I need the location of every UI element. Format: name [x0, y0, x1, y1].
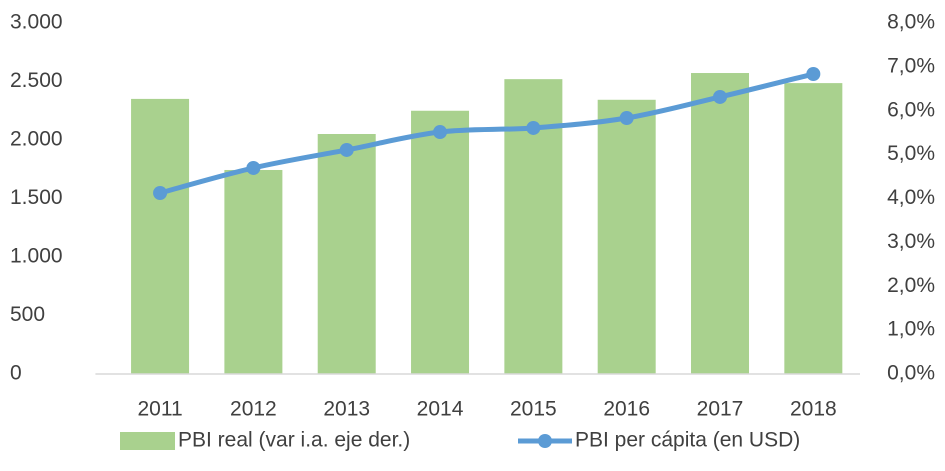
- y-tick-label: 1.500: [10, 186, 63, 209]
- line-marker: [619, 111, 634, 126]
- line-marker: [806, 67, 821, 82]
- bar: [317, 134, 376, 374]
- y2-tick-label: 7,0%: [887, 54, 935, 77]
- x-tick-label: 2013: [323, 398, 370, 421]
- bar: [224, 169, 283, 374]
- y-tick-label: 1.000: [10, 245, 63, 268]
- line: [159, 71, 814, 196]
- y2-tick-label: 3,0%: [887, 230, 935, 253]
- bar: [784, 83, 843, 374]
- line-marker: [713, 89, 728, 104]
- legend-swatch: [538, 434, 552, 448]
- x-tick-label: 2018: [790, 398, 837, 421]
- bar: [131, 98, 190, 374]
- y2-tick-label: 5,0%: [887, 142, 935, 165]
- legend-label: PBI per cápita (en USD): [575, 429, 800, 452]
- y2-tick-label: 1,0%: [887, 318, 935, 341]
- y-tick-label: 500: [10, 303, 45, 326]
- line-marker: [433, 125, 448, 140]
- x-tick-label: 2012: [230, 398, 277, 421]
- line-marker: [339, 142, 354, 157]
- x-tick-label: 2011: [137, 398, 182, 421]
- y2-tick-label: 2,0%: [887, 274, 935, 297]
- y2-tick-label: 6,0%: [887, 98, 935, 121]
- x-tick-label: 2016: [603, 398, 650, 421]
- bar: [597, 99, 656, 374]
- x-tick-label: 2015: [510, 398, 557, 421]
- line-marker: [526, 120, 541, 135]
- bar: [411, 110, 470, 374]
- y-tick-label: 0: [10, 362, 22, 385]
- y-tick-label: 2.000: [10, 128, 63, 151]
- y2-tick-label: 0,0%: [887, 362, 935, 385]
- legend-swatch: [120, 432, 175, 450]
- bar: [691, 73, 750, 374]
- line-marker: [153, 186, 168, 201]
- y-tick-label: 2.500: [10, 69, 63, 92]
- legend-label: PBI real (var i.a. eje der.): [178, 429, 410, 452]
- y2-tick-label: 8,0%: [887, 11, 935, 34]
- x-tick-label: 2017: [697, 398, 744, 421]
- y2-tick-label: 4,0%: [887, 186, 935, 209]
- y-tick-label: 3.000: [10, 11, 63, 34]
- x-tick-label: 2014: [417, 398, 464, 421]
- line-marker: [246, 160, 261, 175]
